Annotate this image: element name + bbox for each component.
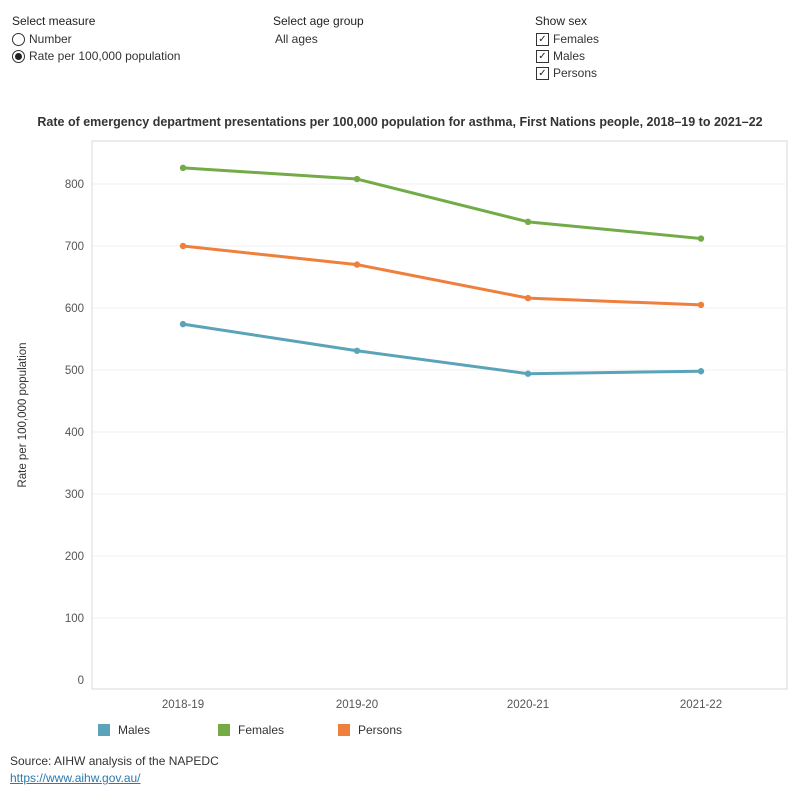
data-point-females-2020-21[interactable]	[524, 218, 532, 226]
legend-label-persons: Persons	[358, 723, 403, 737]
y-tick-label-300: 300	[65, 489, 84, 501]
sex-option-persons-label: Persons	[553, 66, 598, 80]
data-point-females-2021-22[interactable]	[697, 235, 705, 242]
y-tick-label-500: 500	[65, 365, 84, 377]
series-line-persons[interactable]	[181, 244, 703, 307]
measure-heading: Select measure	[12, 14, 96, 28]
radio-number[interactable]	[12, 32, 25, 46]
legend-item-persons[interactable]: Persons	[338, 723, 402, 737]
source-note: Source: AIHW analysis of the NAPEDC	[10, 754, 219, 768]
y-axis-ticks: 0 100 200 300 400 500 600 700 800	[65, 179, 84, 687]
measure-option-rate-label: Rate per 100,000 population	[29, 49, 181, 63]
legend-item-females[interactable]: Females	[218, 723, 284, 737]
sex-option-females-label: Females	[553, 32, 600, 46]
data-point-males-2020-21[interactable]	[524, 370, 532, 377]
legend-swatch-females	[218, 724, 230, 736]
y-tick-label-0: 0	[78, 675, 84, 687]
sex-heading: Show sex	[535, 14, 588, 28]
data-point-persons-2021-22[interactable]	[697, 301, 705, 309]
data-point-females-2019-20[interactable]	[353, 175, 361, 183]
checkbox-males[interactable]: ✓	[536, 49, 549, 63]
legend-swatch-persons	[338, 724, 350, 736]
x-axis-ticks: 2018-19 2019-20 2020-21 2021-22	[162, 699, 722, 711]
source-link[interactable]: https://www.aihw.gov.au/	[10, 771, 141, 785]
data-point-persons-2019-20[interactable]	[353, 261, 361, 268]
checkbox-persons[interactable]: ✓	[536, 66, 549, 80]
age-group-select[interactable]: All ages	[275, 32, 318, 46]
y-tick-label-800: 800	[65, 179, 84, 191]
checkbox-females[interactable]: ✓	[536, 32, 549, 46]
series	[179, 164, 705, 377]
x-tick-label-2018-19: 2018-19	[162, 699, 204, 711]
measure-option-number-label: Number	[29, 32, 72, 46]
age-group-heading: Select age group	[273, 14, 364, 28]
data-point-males-2018-19[interactable]	[179, 320, 187, 328]
x-tick-label-2020-21: 2020-21	[507, 699, 549, 711]
gridlines	[93, 183, 786, 619]
sex-option-males[interactable]: ✓ Males	[536, 49, 585, 63]
legend-label-females: Females	[238, 723, 285, 737]
sex-option-persons[interactable]: ✓ Persons	[536, 66, 597, 80]
y-axis-label: Rate per 100,000 population	[17, 342, 29, 487]
sex-option-males-label: Males	[553, 49, 586, 63]
y-tick-label-100: 100	[65, 613, 84, 625]
data-point-males-2019-20[interactable]	[353, 347, 361, 354]
series-line-males[interactable]	[181, 322, 703, 376]
legend-item-males[interactable]: Males	[98, 723, 150, 737]
measure-option-rate[interactable]: Rate per 100,000 population	[12, 49, 180, 63]
x-tick-label-2021-22: 2021-22	[680, 699, 722, 711]
y-tick-label-700: 700	[65, 241, 84, 253]
data-point-males-2021-22[interactable]	[697, 368, 705, 375]
series-line-females[interactable]	[181, 166, 703, 241]
legend-label-males: Males	[118, 723, 151, 737]
measure-option-number[interactable]: Number	[12, 32, 72, 46]
plot-area	[91, 140, 788, 690]
chart-title: Rate of emergency department presentatio…	[37, 115, 763, 129]
line-chart: 0 100 200 300 400 500 600 700 800 2018-19 2019-20…	[17, 140, 788, 711]
sex-option-females[interactable]: ✓ Females	[536, 32, 599, 46]
radio-rate[interactable]	[12, 49, 25, 63]
y-tick-label-400: 400	[65, 427, 84, 439]
legend-swatch-males	[98, 724, 110, 736]
data-point-persons-2018-19[interactable]	[179, 242, 187, 250]
y-tick-label-200: 200	[65, 551, 84, 563]
y-tick-label-600: 600	[65, 303, 84, 315]
data-point-persons-2020-21[interactable]	[524, 294, 532, 302]
x-tick-label-2019-20: 2019-20	[336, 699, 378, 711]
data-point-females-2018-19[interactable]	[179, 164, 187, 172]
